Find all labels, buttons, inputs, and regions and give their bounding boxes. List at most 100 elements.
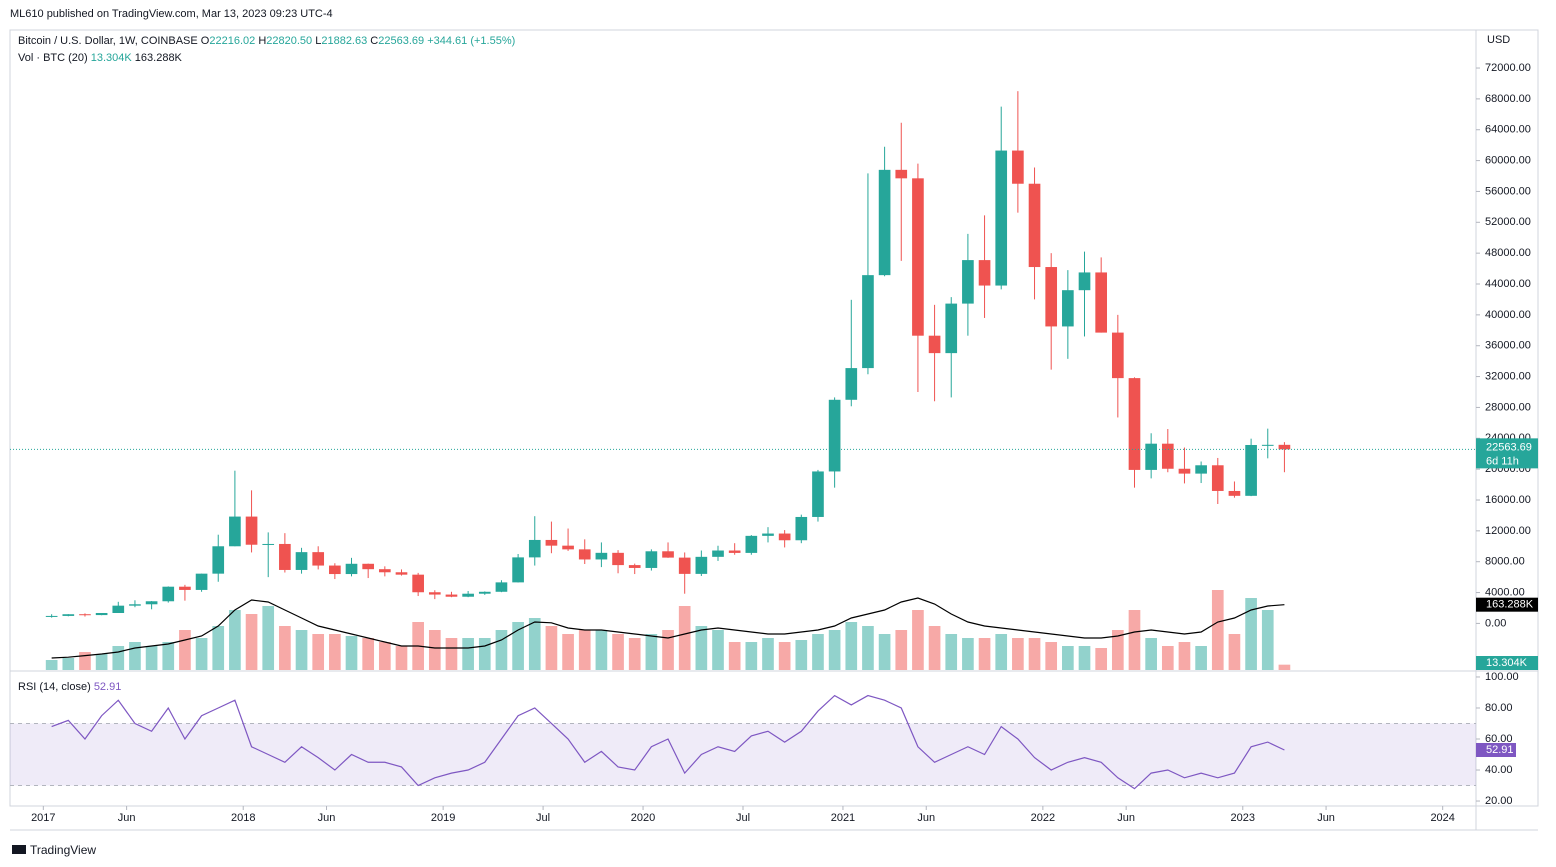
y-tick-label: 36000.00 — [1485, 340, 1531, 352]
candle-body — [229, 516, 241, 547]
volume-bar — [1095, 648, 1108, 670]
candle-body — [645, 551, 658, 568]
volume-bar — [945, 634, 958, 670]
y-tick-label: 16000.00 — [1485, 494, 1531, 506]
rsi-band — [10, 723, 1476, 786]
candle-body — [528, 539, 541, 558]
volume-bar — [245, 614, 258, 670]
candle-body — [912, 178, 924, 336]
candle-body — [62, 614, 75, 616]
volume-last: 13.304K — [90, 52, 132, 64]
candle-body — [279, 543, 291, 570]
candle-body — [129, 604, 141, 606]
x-tick-label: 2021 — [831, 812, 855, 824]
candle-body — [962, 260, 974, 304]
candle-body — [795, 516, 808, 541]
volume-bar — [962, 638, 974, 670]
candle-body — [695, 556, 708, 574]
volume-bar — [578, 630, 591, 670]
volume-bar — [762, 638, 774, 670]
candle-body — [345, 563, 358, 575]
rsi-legend: RSI (14, close) 52.91 — [18, 681, 121, 693]
candle-body — [1178, 468, 1191, 474]
volume-bar — [378, 642, 391, 670]
volume-bar — [1045, 642, 1058, 670]
candle-body — [628, 565, 641, 568]
y-tick-label: 40000.00 — [1485, 309, 1531, 321]
candle-body — [545, 539, 558, 546]
volume-bar — [862, 626, 874, 670]
volume-bar — [745, 642, 758, 670]
x-tick-label: 2020 — [631, 812, 655, 824]
y-tick-label: 72000.00 — [1485, 62, 1531, 74]
volume-bar — [895, 630, 908, 670]
volume-title: Vol · BTC (20) — [18, 52, 88, 64]
candle-body — [595, 552, 608, 560]
volume-bar — [295, 630, 308, 670]
candle-body — [578, 549, 591, 560]
volume-bar — [595, 630, 608, 670]
volume-bar — [845, 622, 858, 670]
volume-bar — [778, 642, 791, 670]
y-tick-label: 64000.00 — [1485, 124, 1531, 136]
y-tick-label: 48000.00 — [1485, 247, 1531, 259]
candle-body — [112, 605, 125, 613]
y-tick-label: 60.00 — [1485, 733, 1513, 745]
candle-body — [1228, 490, 1241, 496]
candle-body — [179, 586, 191, 590]
x-tick-label: Jul — [736, 812, 750, 824]
x-tick-label: Jun — [1117, 812, 1135, 824]
volume-bar — [562, 634, 574, 670]
volume-bar — [478, 638, 491, 670]
x-tick-label: 2018 — [231, 812, 255, 824]
candle-body — [678, 557, 691, 574]
volume-ma — [51, 597, 1285, 659]
volume-bar — [129, 642, 141, 670]
volume-bar — [1178, 642, 1191, 670]
y-tick-label: 0.00 — [1485, 617, 1506, 629]
volume-bar — [978, 638, 991, 670]
rsi-line — [51, 694, 1285, 790]
x-tick-label: Jun — [118, 812, 136, 824]
volume-bar — [812, 634, 824, 670]
ohlc-value: 22820.50 — [266, 35, 313, 47]
symbol-title: Bitcoin / U.S. Dollar, 1W, COINBASE — [18, 35, 198, 47]
volume-bar — [1228, 634, 1241, 670]
candle-body — [828, 399, 841, 472]
candle-body — [1195, 465, 1207, 474]
rsi-title: RSI (14, close) — [18, 681, 91, 693]
volume-bar — [79, 652, 91, 670]
x-tick-label: Jun — [917, 812, 935, 824]
volume-bar — [195, 638, 208, 670]
candle-body — [945, 303, 958, 354]
x-tick-label: 2024 — [1430, 812, 1454, 824]
volume-bar — [1128, 610, 1141, 670]
candle-body — [395, 572, 408, 575]
volume-bar — [1062, 646, 1074, 670]
y-tick-label: 100.00 — [1485, 671, 1519, 683]
candle-body — [1028, 183, 1041, 268]
frame — [9, 29, 1539, 807]
volume-bar — [495, 630, 508, 670]
volume-bar — [162, 642, 175, 670]
y-tick-label: 12000.00 — [1485, 525, 1531, 537]
candle-body — [1161, 443, 1174, 469]
volume-bar — [1278, 664, 1291, 670]
volume-ma-label: 163.288K — [1486, 599, 1534, 611]
volume-bar — [229, 610, 241, 670]
candle-body — [329, 565, 341, 575]
y-tick-label: 80.00 — [1485, 702, 1513, 714]
candle-body — [745, 535, 758, 553]
volume-bar — [1161, 646, 1174, 670]
footer: TradingView — [30, 843, 97, 857]
volume-bar — [329, 634, 341, 670]
countdown: 6d 11h — [1486, 455, 1519, 467]
volume-bar — [462, 638, 474, 670]
volume-bar — [395, 646, 408, 670]
volume-bar — [678, 606, 691, 670]
volume-bar — [428, 630, 441, 670]
candle-body — [662, 551, 674, 558]
y-tick-label: 68000.00 — [1485, 93, 1531, 105]
rsi-label: 52.91 — [1486, 744, 1514, 756]
